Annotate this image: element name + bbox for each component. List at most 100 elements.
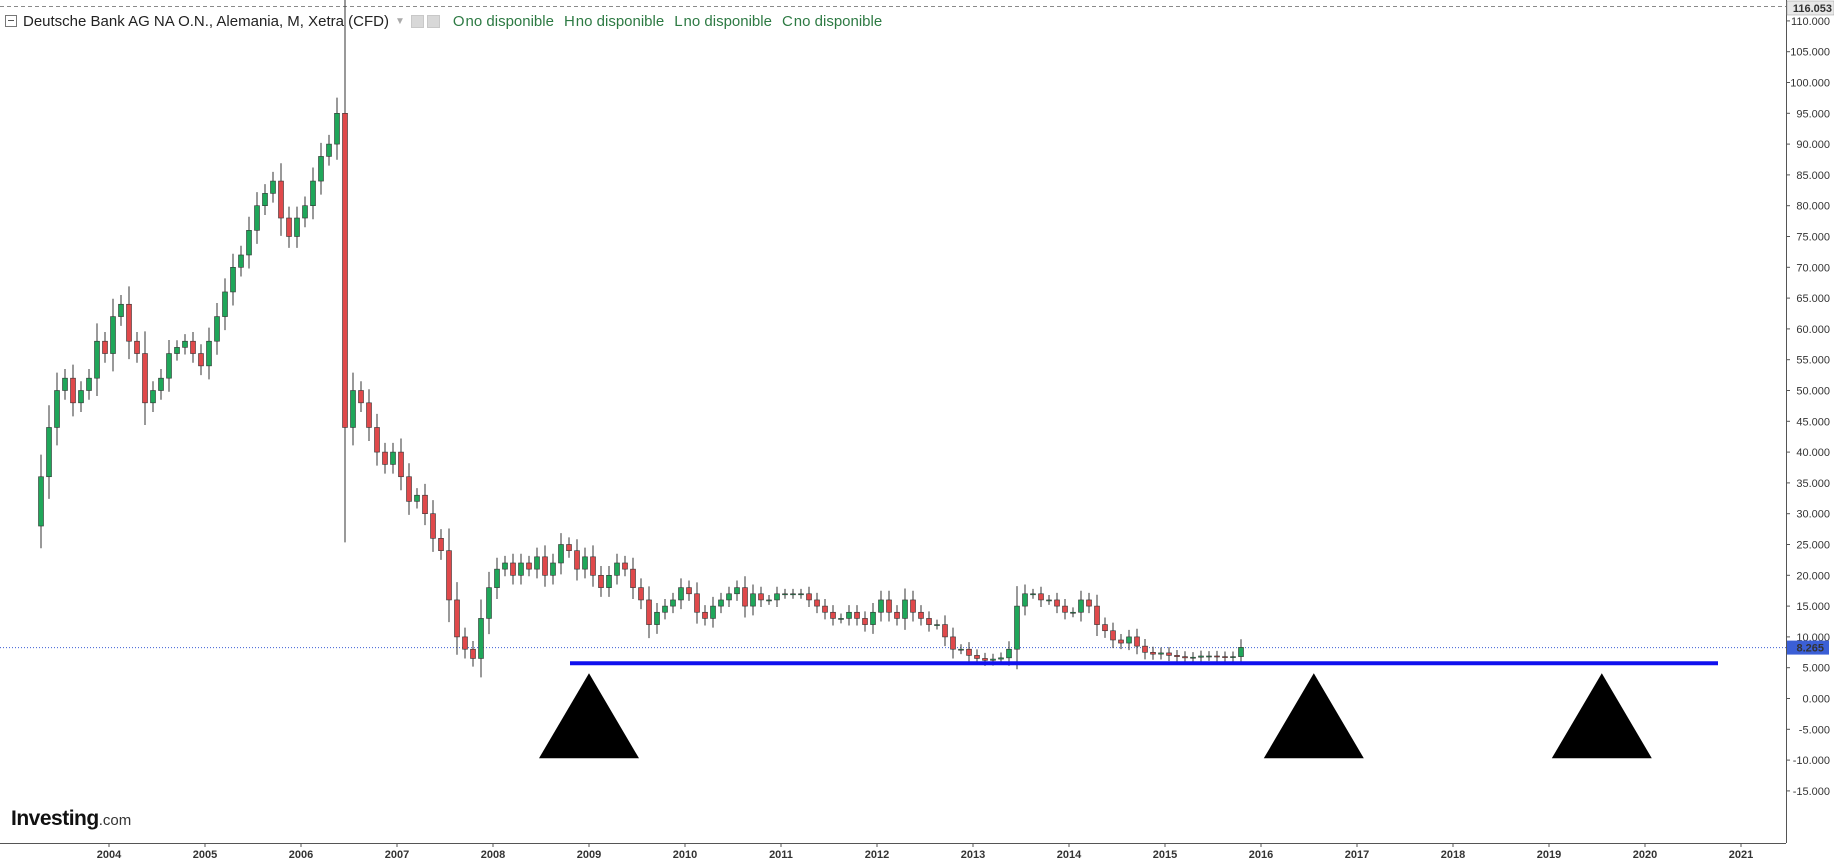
candle-body: [78, 390, 84, 404]
candle-body: [782, 593, 788, 596]
candle-body: [534, 556, 540, 570]
last-price-label: 8.265: [1796, 643, 1824, 655]
candle-body: [502, 562, 508, 570]
y-tick-label: 55.000: [1796, 355, 1830, 367]
candle-body: [422, 494, 428, 515]
candle-body: [974, 655, 980, 659]
candle-body: [750, 593, 756, 607]
ohlc-low: Lno disponible: [674, 12, 772, 30]
close-icon[interactable]: [426, 14, 440, 28]
x-tick-label: 2018: [1441, 849, 1465, 861]
axis-top-label: 116.053: [1793, 3, 1832, 15]
candle-body: [222, 291, 228, 317]
candle-body: [438, 538, 444, 551]
x-tick-label: 2006: [289, 849, 313, 861]
y-tick-label: 80.000: [1796, 201, 1830, 213]
candle-body: [470, 648, 476, 659]
candle-body: [1054, 599, 1060, 607]
candle-body: [566, 544, 572, 551]
candle-body: [1006, 648, 1012, 659]
x-tick-label: 2017: [1345, 849, 1369, 861]
candle-body: [638, 587, 644, 601]
x-tick-label: 2007: [385, 849, 409, 861]
candle-body: [70, 377, 76, 404]
collapse-icon[interactable]: [5, 15, 17, 27]
x-axis-band: [0, 844, 1834, 867]
candle-body: [310, 180, 316, 206]
x-tick-label: 2004: [97, 849, 122, 861]
candle-body: [734, 587, 740, 595]
candle-body: [1022, 593, 1028, 607]
candle-body: [918, 611, 924, 619]
candle-body: [1238, 647, 1244, 657]
candle-body: [590, 556, 596, 576]
candle-body: [774, 593, 780, 601]
y-tick-label: 15.000: [1796, 601, 1830, 613]
candle-body: [230, 266, 236, 293]
candle-body: [998, 657, 1004, 660]
x-tick-label: 2016: [1249, 849, 1273, 861]
candle-body: [494, 568, 500, 588]
y-tick-label: 65.000: [1796, 293, 1830, 305]
candle-body: [454, 599, 460, 638]
y-tick-label: -5.000: [1799, 724, 1830, 736]
candle-body: [430, 513, 436, 539]
candle-body: [558, 544, 564, 564]
candle-body: [854, 611, 860, 619]
candle-body: [118, 303, 124, 317]
candle-body: [286, 217, 292, 237]
x-tick-label: 2008: [481, 849, 505, 861]
candle-body: [1150, 651, 1156, 655]
candle-body: [326, 143, 332, 157]
candle-body: [350, 390, 356, 428]
candle-body: [166, 353, 172, 379]
y-tick-label: 40.000: [1796, 447, 1830, 459]
candle-body: [54, 390, 60, 428]
candle-body: [878, 599, 884, 613]
candle-body: [1094, 605, 1100, 625]
candle-body: [886, 599, 892, 613]
x-tick-label: 2009: [577, 849, 601, 861]
candle-body: [790, 593, 796, 596]
candle-body: [246, 230, 252, 256]
y-tick-label: 70.000: [1796, 262, 1830, 274]
candle-body: [614, 562, 620, 576]
candle-body: [950, 636, 956, 650]
y-tick-label: 95.000: [1796, 108, 1830, 120]
candle-body: [1014, 605, 1020, 650]
ohlc-open: Ono disponible: [452, 12, 554, 30]
y-tick-label: 20.000: [1796, 570, 1830, 582]
chevron-down-icon[interactable]: ▼: [394, 15, 405, 27]
candle-body: [598, 574, 604, 588]
candle-body: [86, 377, 92, 391]
candle-body: [398, 451, 404, 478]
settings-icon[interactable]: [410, 14, 424, 28]
candle-body: [1222, 656, 1228, 658]
candle-body: [1102, 624, 1108, 632]
candle-body: [1046, 599, 1052, 602]
candle-body: [862, 618, 868, 625]
y-tick-label: 30.000: [1796, 509, 1830, 521]
candle-body: [1182, 656, 1188, 659]
candle-body: [574, 550, 580, 570]
candle-body: [342, 113, 348, 428]
candle-body: [366, 402, 372, 428]
candle-body: [198, 353, 204, 367]
candle-body: [358, 390, 364, 404]
candle-body: [742, 587, 748, 607]
candle-body: [662, 605, 668, 613]
last-price-badge: [1787, 640, 1829, 655]
candle-body: [702, 611, 708, 619]
y-tick-label: 100.000: [1790, 78, 1830, 90]
x-tick-label: 2012: [865, 849, 889, 861]
chart-header: Deutsche Bank AG NA O.N., Alemania, M, X…: [0, 10, 882, 32]
x-tick-label: 2015: [1153, 849, 1177, 861]
candle-body: [926, 618, 932, 625]
candle-body: [190, 340, 196, 354]
x-tick-label: 2005: [193, 849, 217, 861]
candle-body: [758, 593, 764, 601]
candle-body: [814, 599, 820, 607]
candle-body: [94, 340, 100, 379]
candle-body: [1062, 605, 1068, 613]
